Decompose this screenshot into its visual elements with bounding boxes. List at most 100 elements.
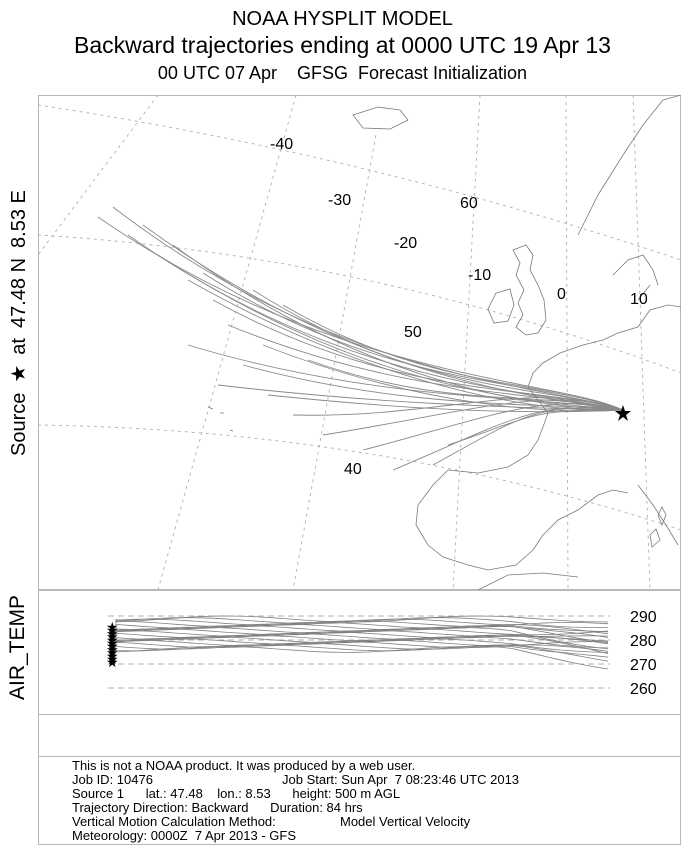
title: NOAA HYSPLIT MODEL [232, 8, 453, 30]
temp-source-star-icon: ★ [106, 632, 119, 648]
trajectory-path [242, 364, 624, 411]
vertical-method-label: Vertical Motion Calculation Method: [72, 814, 276, 829]
disclaimer: This is not a NOAA product. It was produ… [72, 758, 416, 773]
trajectories [97, 206, 624, 471]
vertical-panel-label: AIR_TEMP [6, 594, 29, 700]
trajectory-path [97, 216, 624, 411]
temp-source-star-icon: ★ [106, 629, 119, 645]
lon-label-10: 10 [630, 291, 648, 308]
vertical-profile-frame [38, 590, 681, 715]
temp-source-star-icon: ★ [106, 622, 119, 638]
source-location-label: Source ★ at 47.48 N 8.53 E [6, 180, 31, 456]
latitude-line-50 [38, 234, 681, 374]
ireland [487, 288, 515, 324]
iberia [415, 469, 579, 571]
source-star-icon [615, 405, 631, 421]
longitude-line-minus30 [157, 95, 297, 590]
lon-label-minus40: -40 [270, 136, 293, 153]
trajectory-path [282, 304, 624, 411]
temp-trace [115, 644, 609, 662]
lon-label-minus10: -10 [468, 267, 491, 284]
lat-lon-grid [38, 95, 681, 590]
coastlines [207, 95, 681, 590]
initialization-line: 00 UTC 07 Apr GFSG Forecast Initializati… [157, 63, 528, 83]
temp-trace [115, 645, 609, 670]
temp-trace [115, 636, 609, 649]
north-africa [477, 572, 579, 590]
meteorology: Meteorology: 0000Z 7 Apr 2013 - GFS [72, 828, 297, 843]
temp-source-stars: ★★★★★★★★★★★★ [106, 619, 119, 670]
air-temp-profile[interactable]: ★★★★★★★★★★★★ 290 280 270 260 [38, 590, 681, 715]
temp-source-star-icon: ★ [106, 625, 119, 641]
corsica [657, 506, 667, 527]
lon-label-minus30: -30 [328, 192, 351, 209]
temp-traces [115, 615, 609, 670]
temp-source-star-icon: ★ [106, 641, 119, 657]
temp-source-star-icon: ★ [106, 651, 119, 667]
job-id: Job ID: 10476 [72, 772, 153, 787]
source-at: at [8, 338, 30, 355]
lon-label-0: 0 [557, 286, 566, 303]
trajectory-direction: Trajectory Direction: Backward Duration:… [72, 800, 363, 815]
footer-frame [38, 757, 681, 845]
temp-trace [115, 623, 609, 635]
temp-tick-280: 280 [630, 633, 657, 650]
italy [637, 484, 679, 546]
trajectory-path [127, 234, 624, 411]
scandinavia [577, 95, 681, 301]
temp-trace [115, 621, 609, 629]
temp-tick-labels: 290 280 270 260 [630, 609, 657, 698]
trajectory-path [112, 206, 624, 411]
lat-label-50: 50 [404, 324, 422, 341]
trajectory-path [392, 406, 624, 471]
job-start: Job Start: Sun Apr 7 08:23:46 UTC 2013 [282, 772, 520, 787]
france-med [577, 489, 629, 511]
subtitle: Backward trajectories ending at 0000 UTC… [74, 32, 611, 58]
trajectory-path [447, 409, 624, 446]
temp-tick-270: 270 [630, 657, 657, 674]
vertical-method-value: Model Vertical Velocity [340, 814, 471, 829]
trajectory-path [157, 254, 624, 411]
source-star-icon: ★ [8, 364, 30, 383]
trajectory-path [187, 344, 624, 411]
temp-trace [115, 617, 609, 629]
trajectory-path [432, 407, 624, 466]
temp-source-star-icon: ★ [106, 638, 119, 654]
source-info: Source 1 lat.: 47.48 lon.: 8.53 height: … [72, 786, 401, 801]
temp-source-star-icon: ★ [106, 648, 119, 664]
temp-source-star-icon: ★ [106, 619, 119, 635]
source-word: Source [8, 392, 30, 456]
azores [207, 406, 234, 432]
trajectory-path [307, 359, 624, 411]
temp-trace [115, 639, 609, 658]
longitude-line-minus10 [452, 95, 481, 590]
europe-coast [447, 304, 681, 474]
trajectory-path [252, 289, 624, 411]
sardinia [649, 528, 661, 548]
temp-trace [115, 642, 609, 652]
longitude-line-minus20 [292, 134, 377, 590]
temp-tick-290: 290 [630, 609, 657, 626]
great-britain [512, 244, 547, 336]
temp-tick-260: 260 [630, 681, 657, 698]
latitude-line-60 [38, 104, 681, 261]
longitude-line-minus40 [38, 95, 159, 256]
temp-source-star-icon: ★ [106, 635, 119, 651]
source-star [615, 405, 631, 421]
lon-label-minus20: -20 [394, 235, 417, 252]
grid-labels: -40 -30 -20 -10 0 10 60 50 40 [270, 136, 648, 478]
temp-source-star-icon: ★ [106, 654, 119, 670]
trajectory-path [202, 272, 624, 411]
blank-panel [38, 715, 681, 757]
trajectory-path [262, 344, 624, 412]
trajectory-map[interactable]: -40 -30 -20 -10 0 10 60 50 40 [38, 95, 681, 590]
source-lon: 8.53 E [8, 190, 30, 248]
lat-label-40: 40 [344, 461, 362, 478]
temp-source-star-icon: ★ [106, 645, 119, 661]
longitude-line-10 [632, 95, 651, 590]
map-frame [38, 95, 681, 590]
longitude-line-0 [565, 95, 569, 590]
lat-label-60: 60 [460, 195, 478, 212]
iceland [352, 106, 409, 130]
temp-trace [115, 628, 609, 636]
